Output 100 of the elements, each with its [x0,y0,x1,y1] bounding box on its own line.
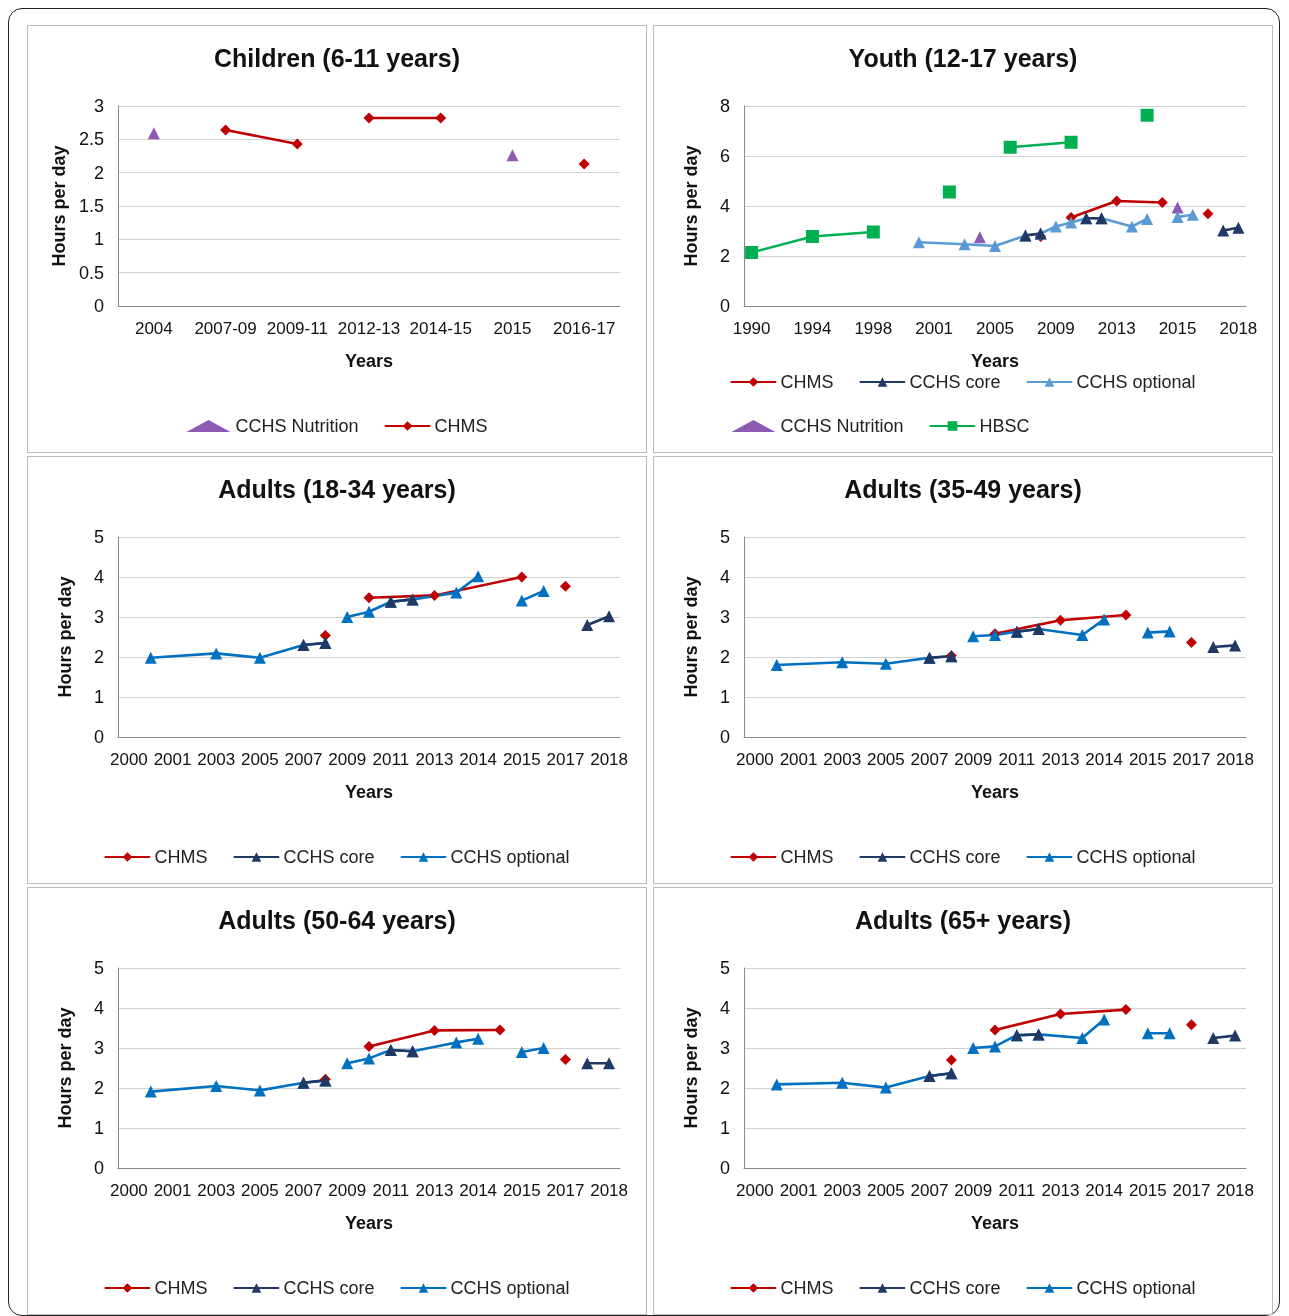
x-tick-label: 2013 [415,1181,454,1200]
legend-label: CCHS core [909,1278,1001,1298]
y-tick-label: 1 [93,687,104,707]
legend-label: CHMS [780,1278,834,1298]
y-tick-label: 0 [93,296,104,316]
x-tick-label: 2011 [998,1181,1036,1200]
x-tick-label: 2013 [415,750,454,769]
x-tick-label: 2005 [866,750,905,769]
x-tick-label: 1998 [854,319,893,338]
y-tick-label: 2 [719,647,730,667]
x-tick-label: 2003 [823,1181,862,1200]
x-tick-label: 2018 [590,1181,628,1200]
x-tick-label: 2017 [546,750,585,769]
x-tick-label: 2000 [110,750,148,769]
y-tick-label: 5 [719,527,730,547]
x-tick-label: 2013 [1041,750,1080,769]
legend-label: CCHS optional [1076,1278,1196,1298]
x-tick-label: 2001 [153,750,192,769]
x-tick-label: 2001 [915,319,954,338]
y-axis-title: Hours per day [681,1007,701,1129]
y-axis-title: Hours per day [49,145,70,267]
y-tick-label: 1 [719,1118,730,1138]
x-tick-label: 2007 [910,750,949,769]
x-tick-label: 2011 [372,750,410,769]
y-axis-title: Hours per day [55,1007,75,1129]
x-tick-label: 2012-13 [337,319,401,338]
y-tick-label: 0 [93,727,104,747]
x-tick-label: 1994 [793,319,832,338]
y-tick-label: 4 [93,567,104,587]
x-tick-label: 2005 [976,319,1014,338]
x-tick-label: 2014 [1085,1181,1124,1200]
x-axis-title: Years [970,782,1020,802]
chart-title: Adults (18-34 years) [218,474,456,503]
x-tick-label: 2005 [240,1181,279,1200]
y-tick-label: 3 [719,607,730,627]
x-tick-label: 2003 [823,750,862,769]
x-tick-label: 2003 [197,750,236,769]
x-tick-label: 2000 [736,750,774,769]
legend-label: CCHS core [283,1278,375,1298]
x-tick-label: 2016-17 [552,319,616,338]
x-tick-label: 2009 [1036,319,1075,338]
legend-label: CCHS optional [1076,847,1196,867]
x-tick-label: 2018 [1216,750,1254,769]
legend-label: CHMS [154,1278,208,1298]
x-tick-label: 2015 [493,319,532,338]
x-tick-label: 2014-15 [409,319,472,338]
y-tick-label: 5 [719,958,730,978]
y-tick-label: 5 [93,958,104,978]
legend-label: CCHS core [909,372,1001,392]
x-tick-label: 2014 [1085,750,1124,769]
legend-label: CHMS [780,847,834,867]
x-tick-label: 2007-09 [194,319,257,338]
y-tick-label: 8 [719,96,730,116]
x-tick-label: 2015 [1128,750,1167,769]
x-axis-title: Years [344,351,394,371]
x-tick-label: 2000 [110,1181,148,1200]
x-tick-label: 2004 [134,319,173,338]
x-tick-label: 2001 [779,750,818,769]
y-tick-label: 2 [719,246,730,266]
y-tick-label: 3 [719,1038,730,1058]
x-tick-label: 2005 [240,750,279,769]
x-axis-title: Years [970,1213,1020,1233]
y-axis-title: Hours per day [55,576,75,698]
x-tick-label: 2001 [779,1181,818,1200]
legend-label: CCHS optional [450,1278,570,1298]
chart-title: Adults (50-64 years) [218,905,456,934]
x-tick-label: 2014 [459,1181,498,1200]
x-tick-label: 2013 [1041,1181,1080,1200]
y-tick-label: 1.5 [78,196,104,216]
y-tick-label: 2.5 [78,129,104,150]
x-tick-label: 2009 [328,1181,367,1200]
y-tick-label: 3 [93,607,104,627]
y-tick-label: 0 [93,1158,104,1178]
x-tick-label: 2009 [328,750,367,769]
y-tick-label: 2 [93,162,104,183]
legend-label: HBSC [979,416,1030,436]
y-tick-label: 4 [719,196,730,216]
chart-title: Adults (35-49 years) [844,474,1082,503]
y-tick-label: 1 [93,229,104,250]
legend-label: CHMS [154,847,208,867]
legend-label: CCHS optional [1076,372,1196,392]
y-tick-label: 2 [93,1078,104,1098]
x-tick-label: 2011 [998,750,1036,769]
x-tick-label: 2011 [372,1181,410,1200]
y-tick-label: 4 [719,567,730,587]
legend-label: CHMS [434,416,488,436]
x-tick-label: 2018 [1219,319,1258,338]
x-tick-label: 2018 [590,750,628,769]
legend-label: CCHS core [283,847,375,867]
x-tick-label: 2001 [153,1181,192,1200]
y-tick-label: 0 [719,727,730,747]
y-tick-label: 5 [93,527,104,547]
x-tick-label: 2014 [459,750,498,769]
y-axis-title: Hours per day [681,145,701,267]
x-axis-title: Years [344,1213,394,1233]
y-tick-label: 4 [93,998,104,1018]
x-tick-label: 2015 [1128,1181,1167,1200]
x-axis-title: Years [344,782,394,802]
x-tick-label: 2018 [1216,1181,1254,1200]
y-tick-label: 2 [93,647,104,667]
